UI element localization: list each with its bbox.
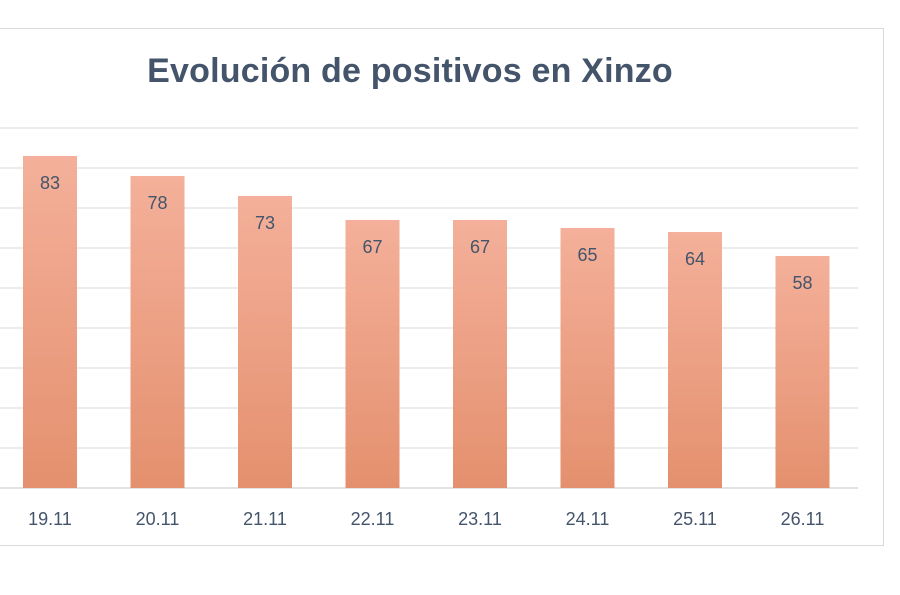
data-label-23.11: 67 [470,237,490,257]
category-label-23.11: 23.11 [458,509,502,529]
data-label-24.11: 65 [577,245,597,265]
bar-22.11 [345,220,400,488]
value-labels: 83 78 73 67 67 65 64 58 [40,173,813,293]
data-label-25.11: 64 [685,249,705,269]
bar-21.11 [238,196,292,488]
category-label-21.11: 21.11 [243,509,287,529]
category-label-19.11: 19.11 [28,509,72,529]
bar-24.11 [560,228,615,488]
data-label-19.11: 83 [40,173,60,193]
data-label-26.11: 58 [792,273,812,293]
bar-20.11 [130,176,185,488]
bar-26.11 [775,256,830,488]
chart-title: Evolución de positivos en Xinzo [147,52,673,90]
data-label-20.11: 78 [147,193,167,213]
category-label-25.11: 25.11 [673,509,717,529]
bar-25.11 [668,232,722,488]
bars [23,156,830,488]
bar-23.11 [453,220,507,488]
category-label-24.11: 24.11 [566,509,610,529]
bar-19.11 [23,156,77,488]
category-labels: 19.11 20.11 21.11 22.11 23.11 24.11 25.11 26.11 [28,509,824,529]
gridlines [0,127,858,489]
category-label-20.11: 20.11 [136,509,180,529]
category-label-22.11: 22.11 [351,509,395,529]
data-label-22.11: 67 [362,237,382,257]
category-label-26.11: 26.11 [781,509,825,529]
data-label-21.11: 73 [255,213,275,233]
